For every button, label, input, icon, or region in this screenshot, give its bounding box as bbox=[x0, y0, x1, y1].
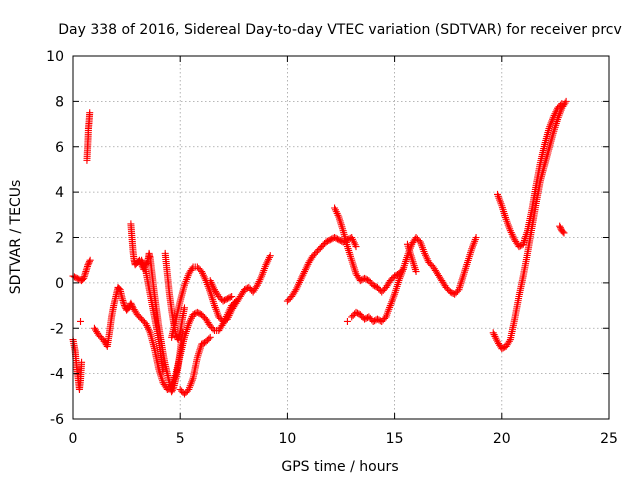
y-tick-label: 8 bbox=[55, 94, 64, 110]
data-point bbox=[266, 252, 274, 260]
y-tick-label: 10 bbox=[46, 49, 64, 65]
x-axis-label: GPS time / hours bbox=[281, 459, 398, 475]
data-point bbox=[556, 224, 564, 232]
y-tick-label: 4 bbox=[55, 185, 64, 201]
data-point bbox=[168, 388, 176, 396]
data-point bbox=[168, 386, 176, 394]
data-point bbox=[343, 317, 351, 325]
data-point bbox=[560, 229, 568, 237]
data-point bbox=[85, 258, 93, 266]
data-point bbox=[412, 268, 420, 276]
data-point bbox=[562, 97, 570, 105]
data-point bbox=[505, 337, 513, 345]
data-point bbox=[159, 367, 167, 375]
data-points bbox=[69, 97, 570, 398]
data-point bbox=[226, 293, 234, 301]
data-point bbox=[228, 292, 236, 300]
data-point bbox=[291, 287, 299, 295]
grid bbox=[73, 56, 609, 419]
data-point bbox=[77, 317, 85, 325]
data-point bbox=[472, 234, 480, 241]
data-point bbox=[180, 304, 188, 312]
data-point bbox=[561, 99, 569, 107]
data-point bbox=[352, 243, 360, 251]
data-point bbox=[188, 265, 196, 273]
data-point bbox=[556, 101, 564, 109]
y-tick-label: -2 bbox=[50, 321, 64, 337]
y-tick-label: 2 bbox=[55, 231, 64, 247]
data-point bbox=[169, 385, 177, 393]
chart-title: Day 338 of 2016, Sidereal Day-to-day VTE… bbox=[58, 22, 622, 38]
data-point bbox=[86, 256, 94, 264]
y-axis-label: SDTVAR / TECUs bbox=[8, 180, 24, 295]
y-tick-label: -6 bbox=[50, 412, 64, 428]
x-tick-label: 20 bbox=[493, 431, 511, 447]
x-tick-label: 15 bbox=[386, 431, 404, 447]
data-point bbox=[85, 259, 93, 267]
y-tick-label: -4 bbox=[50, 367, 64, 383]
y-tick-label: 0 bbox=[55, 276, 64, 292]
data-point bbox=[84, 261, 92, 269]
x-tick-label: 10 bbox=[278, 431, 296, 447]
data-point bbox=[559, 228, 567, 236]
data-point bbox=[209, 325, 217, 333]
data-point bbox=[206, 333, 214, 341]
x-tick-label: 25 bbox=[600, 431, 618, 447]
y-tick-label: 6 bbox=[55, 140, 64, 156]
data-point bbox=[115, 285, 123, 293]
data-point bbox=[128, 301, 136, 309]
data-point bbox=[205, 335, 213, 343]
x-tick-label: 5 bbox=[176, 431, 185, 447]
data-point bbox=[558, 100, 566, 108]
data-point bbox=[78, 358, 86, 366]
axis-ticks: 0 5 10 15 20 25 -6 -4 -2 0 2 4 6 8 10 bbox=[46, 49, 618, 447]
x-tick-label: 0 bbox=[69, 431, 78, 447]
data-point bbox=[127, 299, 135, 307]
data-point bbox=[120, 302, 128, 310]
data-point bbox=[252, 283, 260, 291]
data-point bbox=[86, 109, 94, 117]
data-point bbox=[556, 222, 564, 230]
